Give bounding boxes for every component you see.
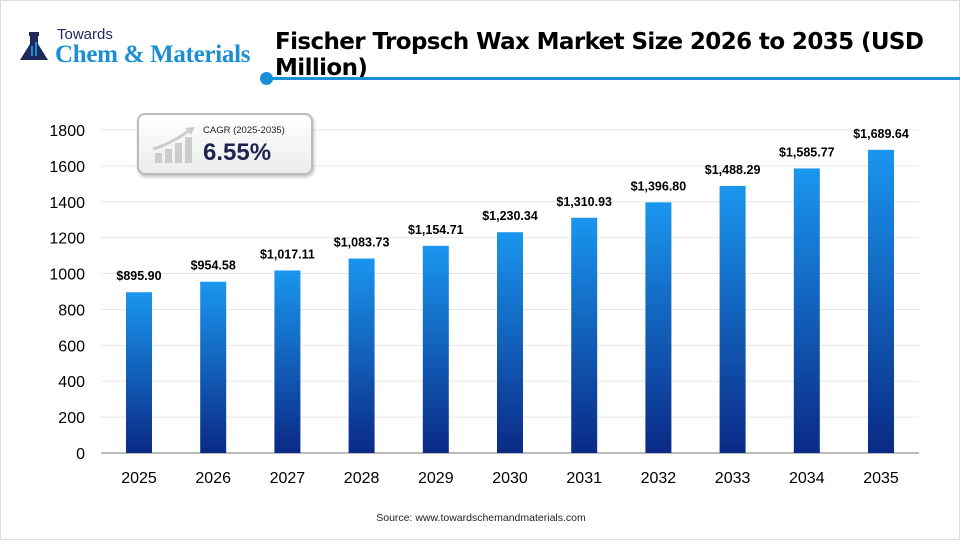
logo-line2: Chem & Materials xyxy=(55,41,251,68)
y-tick-label: 1800 xyxy=(49,123,85,140)
bar-2029 xyxy=(422,245,449,453)
y-tick-label: 1000 xyxy=(49,267,85,284)
data-label-2030: $1,230.34 xyxy=(482,209,538,223)
cagr-label: CAGR (2025-2035) xyxy=(203,125,285,136)
bar-2034 xyxy=(793,168,820,453)
bar-2033 xyxy=(719,185,746,453)
title-underline xyxy=(266,77,960,80)
x-tick-label-2030: 2030 xyxy=(492,470,528,487)
bar-2035 xyxy=(868,149,894,454)
data-label-2026: $954.58 xyxy=(191,259,236,273)
cagr-value: 6.55% xyxy=(203,139,272,166)
bar-2027 xyxy=(274,270,301,453)
bar-2026 xyxy=(200,281,227,453)
x-tick-label-2027: 2027 xyxy=(270,470,306,487)
x-tick-label-2032: 2032 xyxy=(641,470,677,487)
logo-line1: Towards xyxy=(57,26,113,43)
x-tick-label-2033: 2033 xyxy=(715,470,751,487)
source-note: Source: www.towardschemandmaterials.com xyxy=(376,512,586,524)
bar-2028 xyxy=(348,258,375,453)
y-tick-label: 600 xyxy=(58,338,85,355)
y-tick-label: 1200 xyxy=(49,231,85,248)
x-tick-label-2025: 2025 xyxy=(121,470,157,487)
data-label-2033: $1,488.29 xyxy=(705,163,761,177)
cagr-box: CAGR (2025-2035) 6.55% xyxy=(137,113,313,175)
data-label-2034: $1,585.77 xyxy=(779,145,835,159)
logo: Towards Chem & Materials xyxy=(17,27,250,67)
y-tick-label: 800 xyxy=(58,302,85,319)
flask-icon xyxy=(20,32,48,60)
data-label-2025: $895.90 xyxy=(116,269,161,283)
y-tick-label: 400 xyxy=(58,374,85,391)
x-tick-label-2028: 2028 xyxy=(344,470,380,487)
data-label-2031: $1,310.93 xyxy=(556,195,612,209)
title-dot xyxy=(260,72,273,85)
data-label-2028: $1,083.73 xyxy=(334,236,390,250)
y-tick-label: 0 xyxy=(76,446,85,463)
bar-2032 xyxy=(645,202,672,453)
x-tick-label-2035: 2035 xyxy=(863,470,899,487)
data-label-2035: $1,689.64 xyxy=(853,127,909,141)
data-label-2029: $1,154.71 xyxy=(408,223,464,237)
bar-2025 xyxy=(126,292,152,453)
y-tick-label: 1600 xyxy=(49,159,85,176)
bar-2031 xyxy=(571,217,598,453)
y-tick-label: 200 xyxy=(58,410,85,427)
data-label-2032: $1,396.80 xyxy=(631,179,687,193)
data-label-2027: $1,017.11 xyxy=(260,247,315,261)
y-tick-label: 1400 xyxy=(49,195,85,212)
chart-title: Fischer Tropsch Wax Market Size 2026 to … xyxy=(275,29,924,81)
x-tick-label-2029: 2029 xyxy=(418,470,454,487)
growth-chart-icon xyxy=(152,127,195,163)
x-tick-label-2034: 2034 xyxy=(789,470,825,487)
bar-2030 xyxy=(497,232,523,453)
x-tick-label-2026: 2026 xyxy=(195,470,231,487)
x-tick-label-2031: 2031 xyxy=(566,470,602,487)
